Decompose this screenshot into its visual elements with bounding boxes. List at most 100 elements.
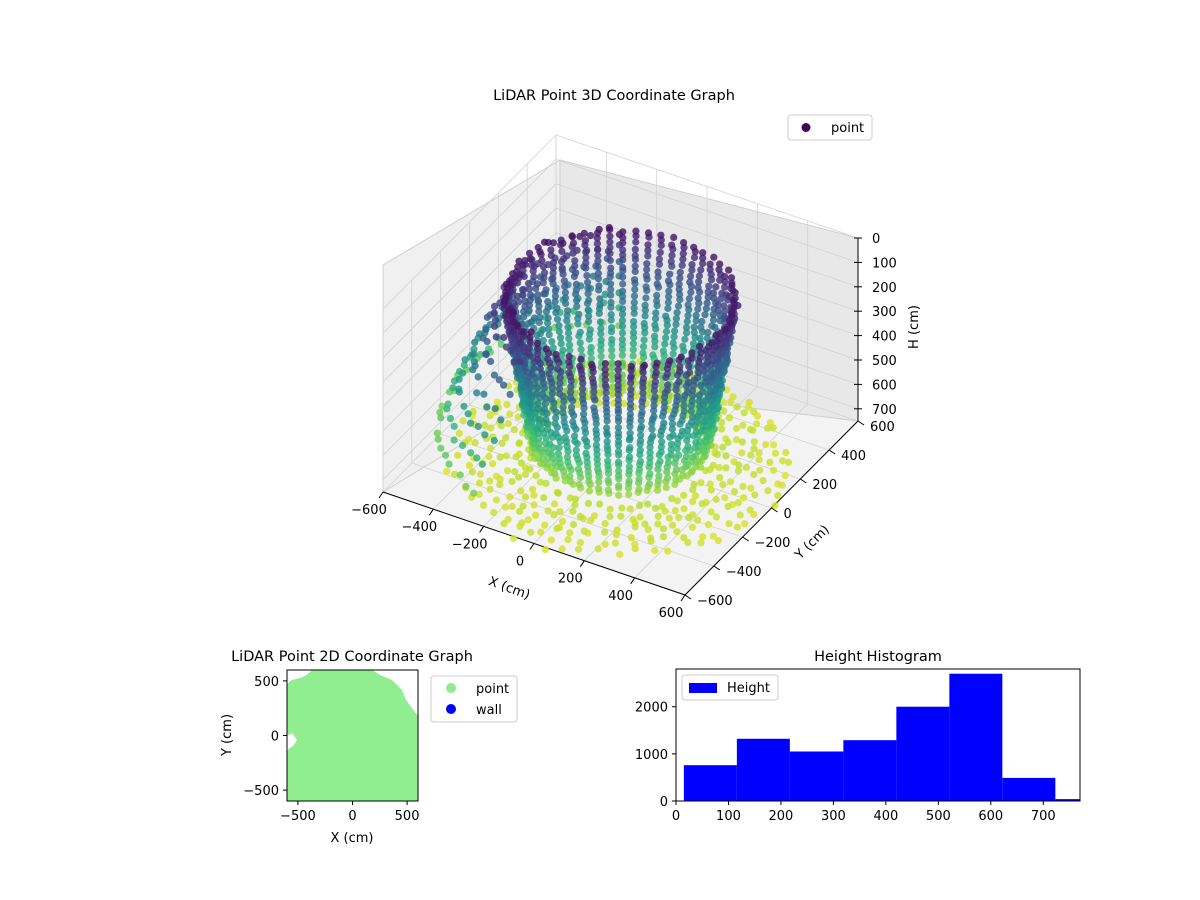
point-3d-1945 bbox=[637, 436, 645, 445]
point-3d-1998 bbox=[527, 528, 535, 536]
point-3d-1997 bbox=[588, 361, 596, 369]
point-3d-695 bbox=[685, 295, 694, 303]
point-3d-1312 bbox=[525, 389, 533, 397]
y-tick-3d-6 bbox=[857, 420, 865, 426]
point-3d-220 bbox=[584, 306, 592, 314]
point-3d-152 bbox=[587, 232, 595, 240]
point-3d-683 bbox=[669, 350, 677, 358]
point-3d-1738 bbox=[596, 500, 604, 508]
point-3d-2096 bbox=[631, 523, 639, 531]
point-3d-1522 bbox=[552, 414, 560, 422]
point-3d-245 bbox=[596, 295, 604, 303]
point-3d-1050 bbox=[450, 422, 458, 430]
point-3d-886 bbox=[725, 414, 734, 422]
y-tick-3d-1 bbox=[713, 565, 721, 571]
point-3d-1636 bbox=[719, 480, 727, 488]
legend-3d-marker bbox=[801, 123, 811, 132]
point-3d-676 bbox=[513, 292, 521, 300]
point-3d-283 bbox=[644, 246, 652, 254]
point-3d-2028 bbox=[614, 396, 622, 404]
point-3d-2098 bbox=[654, 520, 662, 528]
point-3d-320 bbox=[630, 304, 638, 312]
point-3d-1754 bbox=[565, 369, 573, 377]
point-3d-1709 bbox=[707, 378, 715, 386]
y-tick-label-hist-2: 2000 bbox=[635, 701, 668, 716]
point-3d-1287 bbox=[535, 434, 543, 443]
point-3d-126 bbox=[593, 240, 602, 248]
point-3d-1449 bbox=[473, 454, 481, 462]
point-3d-1591 bbox=[706, 412, 714, 420]
x-axis-label-2d: X (cm) bbox=[331, 831, 374, 846]
point-3d-541 bbox=[651, 343, 659, 351]
point-3d-1011 bbox=[714, 306, 722, 314]
point-3d-778 bbox=[694, 283, 702, 292]
point-3d-510 bbox=[525, 285, 533, 293]
point-3d-1605 bbox=[470, 489, 478, 497]
point-3d-2040 bbox=[688, 349, 696, 357]
point-3d-607 bbox=[471, 338, 479, 346]
x-tick-3d-2 bbox=[479, 526, 485, 533]
point-3d-1791 bbox=[699, 388, 707, 396]
point-3d-774 bbox=[695, 278, 703, 286]
point-3d-664 bbox=[483, 313, 491, 321]
point-3d-2017 bbox=[636, 513, 644, 521]
point-3d-159 bbox=[558, 247, 566, 255]
point-3d-1924 bbox=[657, 443, 666, 451]
point-3d-337 bbox=[542, 286, 550, 294]
point-3d-398 bbox=[655, 260, 664, 268]
point-3d-1365 bbox=[506, 493, 514, 501]
point-3d-981 bbox=[469, 366, 477, 374]
point-3d-1723 bbox=[594, 465, 602, 473]
point-3d-276 bbox=[644, 241, 652, 249]
point-3d-1416 bbox=[525, 350, 533, 358]
point-3d-1651 bbox=[700, 418, 708, 426]
point-3d-701 bbox=[511, 273, 520, 281]
point-3d-2061 bbox=[663, 386, 672, 394]
point-3d-319 bbox=[618, 317, 627, 325]
point-3d-1658 bbox=[571, 432, 579, 440]
point-3d-143 bbox=[582, 264, 590, 272]
point-3d-358 bbox=[555, 327, 563, 336]
point-3d-1652 bbox=[759, 477, 767, 485]
point-3d-1450 bbox=[542, 415, 550, 423]
point-3d-216 bbox=[561, 282, 569, 290]
x-tick-label-hist-3: 300 bbox=[821, 809, 846, 824]
point-3d-658 bbox=[510, 426, 518, 434]
point-3d-1943 bbox=[614, 424, 623, 432]
point-3d-1525 bbox=[550, 500, 559, 508]
point-3d-1562 bbox=[563, 453, 572, 461]
point-3d-270 bbox=[619, 287, 627, 295]
y-tick-label-3d-1: −400 bbox=[726, 565, 762, 580]
point-3d-1861 bbox=[577, 355, 585, 363]
point-3d-547 bbox=[651, 332, 659, 340]
point-3d-1122 bbox=[732, 436, 741, 444]
x-tick-label-3d-0: −600 bbox=[351, 503, 387, 518]
point-3d-2111 bbox=[741, 520, 749, 528]
point-3d-303 bbox=[597, 330, 605, 338]
point-3d-309 bbox=[541, 269, 549, 277]
point-3d-2074 bbox=[677, 353, 685, 361]
point-cloud-2d bbox=[287, 670, 418, 801]
point-3d-1277 bbox=[755, 449, 763, 457]
point-3d-2125 bbox=[594, 545, 602, 553]
point-3d-549 bbox=[455, 429, 463, 437]
points-3d bbox=[433, 224, 793, 559]
point-3d-1473 bbox=[508, 502, 516, 510]
point-3d-649 bbox=[672, 315, 681, 323]
point-3d-214 bbox=[572, 297, 581, 305]
point-3d-671 bbox=[670, 333, 678, 341]
point-3d-1593 bbox=[706, 480, 714, 488]
point-3d-1960 bbox=[589, 375, 597, 383]
point-3d-623 bbox=[659, 347, 668, 355]
point-3d-2104 bbox=[644, 525, 652, 534]
point-3d-979 bbox=[496, 453, 504, 461]
point-3d-280 bbox=[551, 292, 560, 300]
point-3d-1581 bbox=[722, 334, 730, 342]
point-3d-376 bbox=[630, 323, 638, 331]
point-3d-1058 bbox=[492, 333, 500, 341]
point-3d-1552 bbox=[716, 474, 724, 482]
x-tick-3d-4 bbox=[579, 560, 585, 567]
point-3d-145 bbox=[582, 259, 590, 267]
point-3d-589 bbox=[662, 312, 670, 320]
point-3d-83 bbox=[476, 350, 484, 359]
